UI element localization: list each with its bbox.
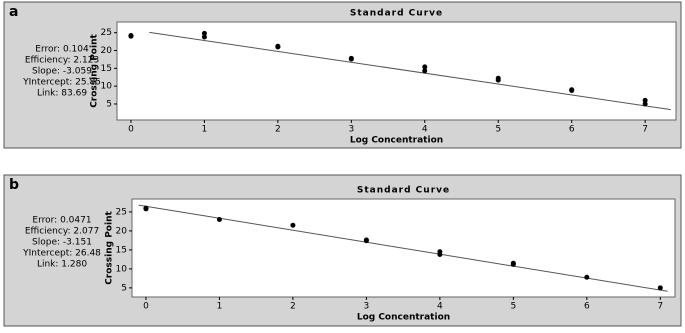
panel-label: b xyxy=(9,177,19,193)
stat-text: Slope: -3.151 xyxy=(32,238,92,248)
x-tick-label: 1 xyxy=(202,125,208,135)
data-point xyxy=(422,64,428,70)
x-tick-label: 7 xyxy=(642,125,648,135)
fit-line xyxy=(138,204,668,292)
stat-text: Error: 0.0471 xyxy=(32,216,91,226)
x-tick-label: 2 xyxy=(275,125,281,135)
data-point xyxy=(201,30,207,36)
data-point xyxy=(128,33,134,39)
x-tick-label: 4 xyxy=(422,125,428,135)
stat-text: YIntercept: 26.48 xyxy=(22,249,101,259)
x-tick-label: 5 xyxy=(510,302,516,312)
stat-text: Efficiency: 2.077 xyxy=(25,227,99,237)
x-tick-label: 0 xyxy=(143,302,149,312)
y-tick-label: 15 xyxy=(116,245,127,255)
data-point xyxy=(348,55,354,61)
data-point xyxy=(363,238,369,244)
y-tick-label: 10 xyxy=(101,82,113,92)
stat-text: Link: 83.69 xyxy=(37,89,87,99)
data-point xyxy=(437,251,443,257)
data-point xyxy=(422,68,428,74)
chart-title: Standard Curve xyxy=(357,186,450,196)
y-tick-label: 5 xyxy=(106,99,112,109)
data-point xyxy=(216,217,222,223)
y-tick-label: 25 xyxy=(116,207,127,217)
x-axis-label: Log Concentration xyxy=(357,313,450,323)
x-tick-label: 7 xyxy=(657,302,663,312)
data-point xyxy=(495,77,501,83)
x-tick-label: 0 xyxy=(128,125,134,135)
x-tick-label: 5 xyxy=(495,125,501,135)
fit-line xyxy=(149,31,671,111)
stat-text: Slope: -3.059 xyxy=(32,67,92,77)
stat-text: Link: 1.280 xyxy=(37,260,87,270)
y-axis-label: Crossing Point xyxy=(105,211,115,285)
data-point xyxy=(584,274,590,280)
x-tick-label: 3 xyxy=(364,302,370,312)
x-tick-label: 6 xyxy=(569,125,575,135)
stat-text: Error: 0.104 xyxy=(35,45,89,55)
data-point xyxy=(657,285,663,291)
y-tick-label: 10 xyxy=(116,264,128,274)
x-tick-label: 6 xyxy=(584,302,590,312)
data-point xyxy=(201,34,207,40)
panel-label: a xyxy=(9,4,18,20)
data-point xyxy=(275,44,281,50)
y-axis-label: Crossing Point xyxy=(90,34,100,108)
y-tick-label: 25 xyxy=(101,28,112,38)
data-point xyxy=(642,97,648,103)
y-tick-label: 20 xyxy=(101,46,113,56)
y-tick-label: 20 xyxy=(116,226,128,236)
plot-area xyxy=(116,21,677,121)
stat-text: YIntercept: 25.85 xyxy=(22,78,101,88)
chart-title: Standard Curve xyxy=(350,9,443,19)
data-point xyxy=(642,101,648,107)
x-tick-label: 4 xyxy=(437,302,443,312)
y-tick-label: 15 xyxy=(101,64,112,74)
x-tick-label: 1 xyxy=(217,302,223,312)
data-point xyxy=(569,87,575,93)
x-tick-label: 2 xyxy=(290,302,296,312)
x-tick-label: 3 xyxy=(348,125,354,135)
stat-text: Efficiency: 2.123 xyxy=(25,56,99,66)
data-point xyxy=(290,222,296,228)
data-point xyxy=(143,206,149,212)
y-tick-label: 5 xyxy=(121,283,127,293)
data-point xyxy=(510,261,516,267)
x-axis-label: Log Concentration xyxy=(350,136,443,146)
